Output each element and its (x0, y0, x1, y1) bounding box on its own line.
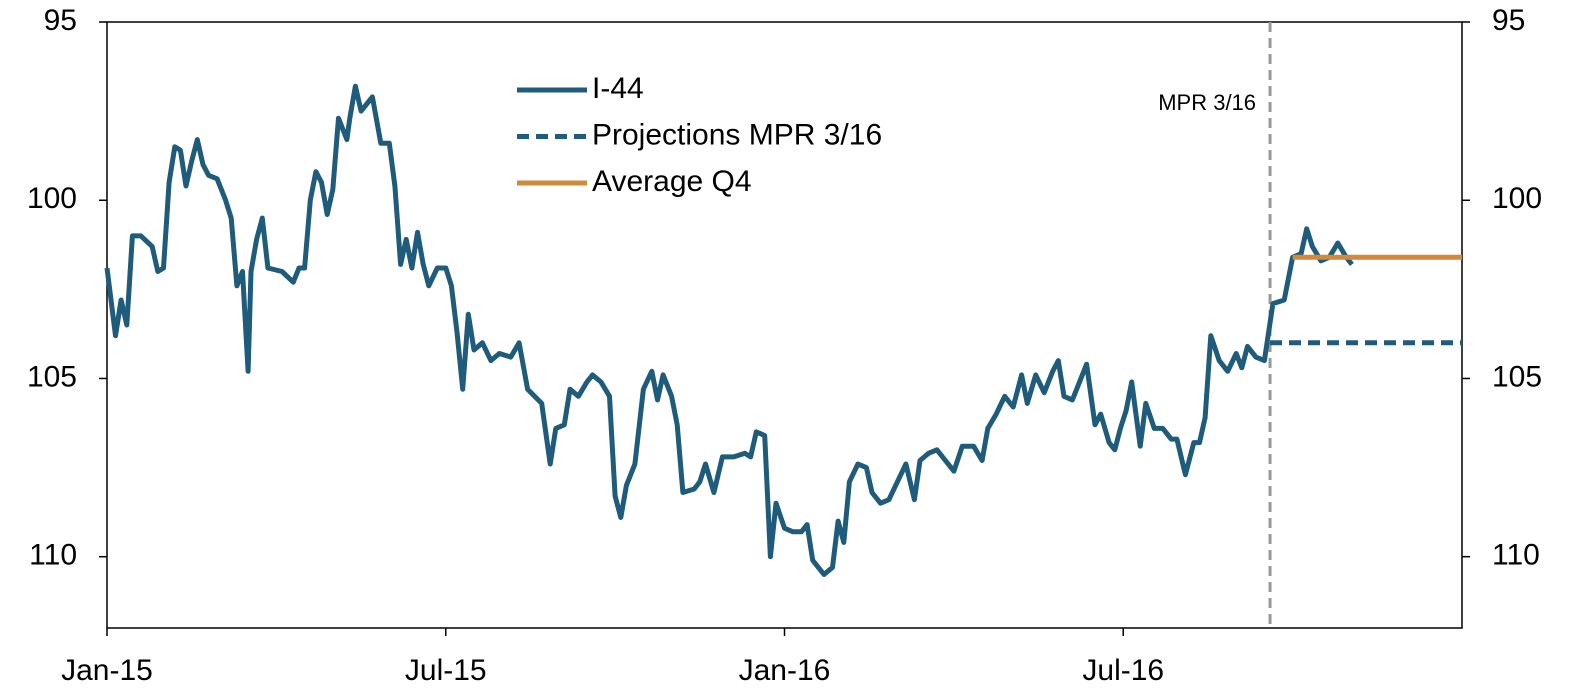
y-tick-label: 100 (27, 182, 77, 215)
y-tick-label: 95 (44, 4, 77, 37)
y2-tick-label: 95 (1492, 4, 1525, 37)
x-tick-label: Jan-16 (739, 654, 831, 687)
y2-tick-label: 105 (1492, 360, 1542, 393)
y2-tick-label: 110 (1492, 539, 1540, 572)
annotation-text: MPR 3/16 (1158, 90, 1256, 115)
legend-label: Average Q4 (592, 165, 752, 198)
plot-frame (106, 21, 1463, 629)
y-tick-label: 110 (29, 539, 77, 572)
y2-tick-label: 100 (1492, 182, 1542, 215)
x-tick-label: Jul-16 (1082, 654, 1164, 687)
x-tick-label: Jan-15 (61, 654, 153, 687)
x-tick-label: Jul-15 (405, 654, 487, 687)
legend-label: I-44 (592, 72, 644, 105)
y-tick-label: 105 (27, 360, 77, 393)
series-line (104, 83, 1354, 577)
legend-label: Projections MPR 3/16 (592, 118, 882, 151)
